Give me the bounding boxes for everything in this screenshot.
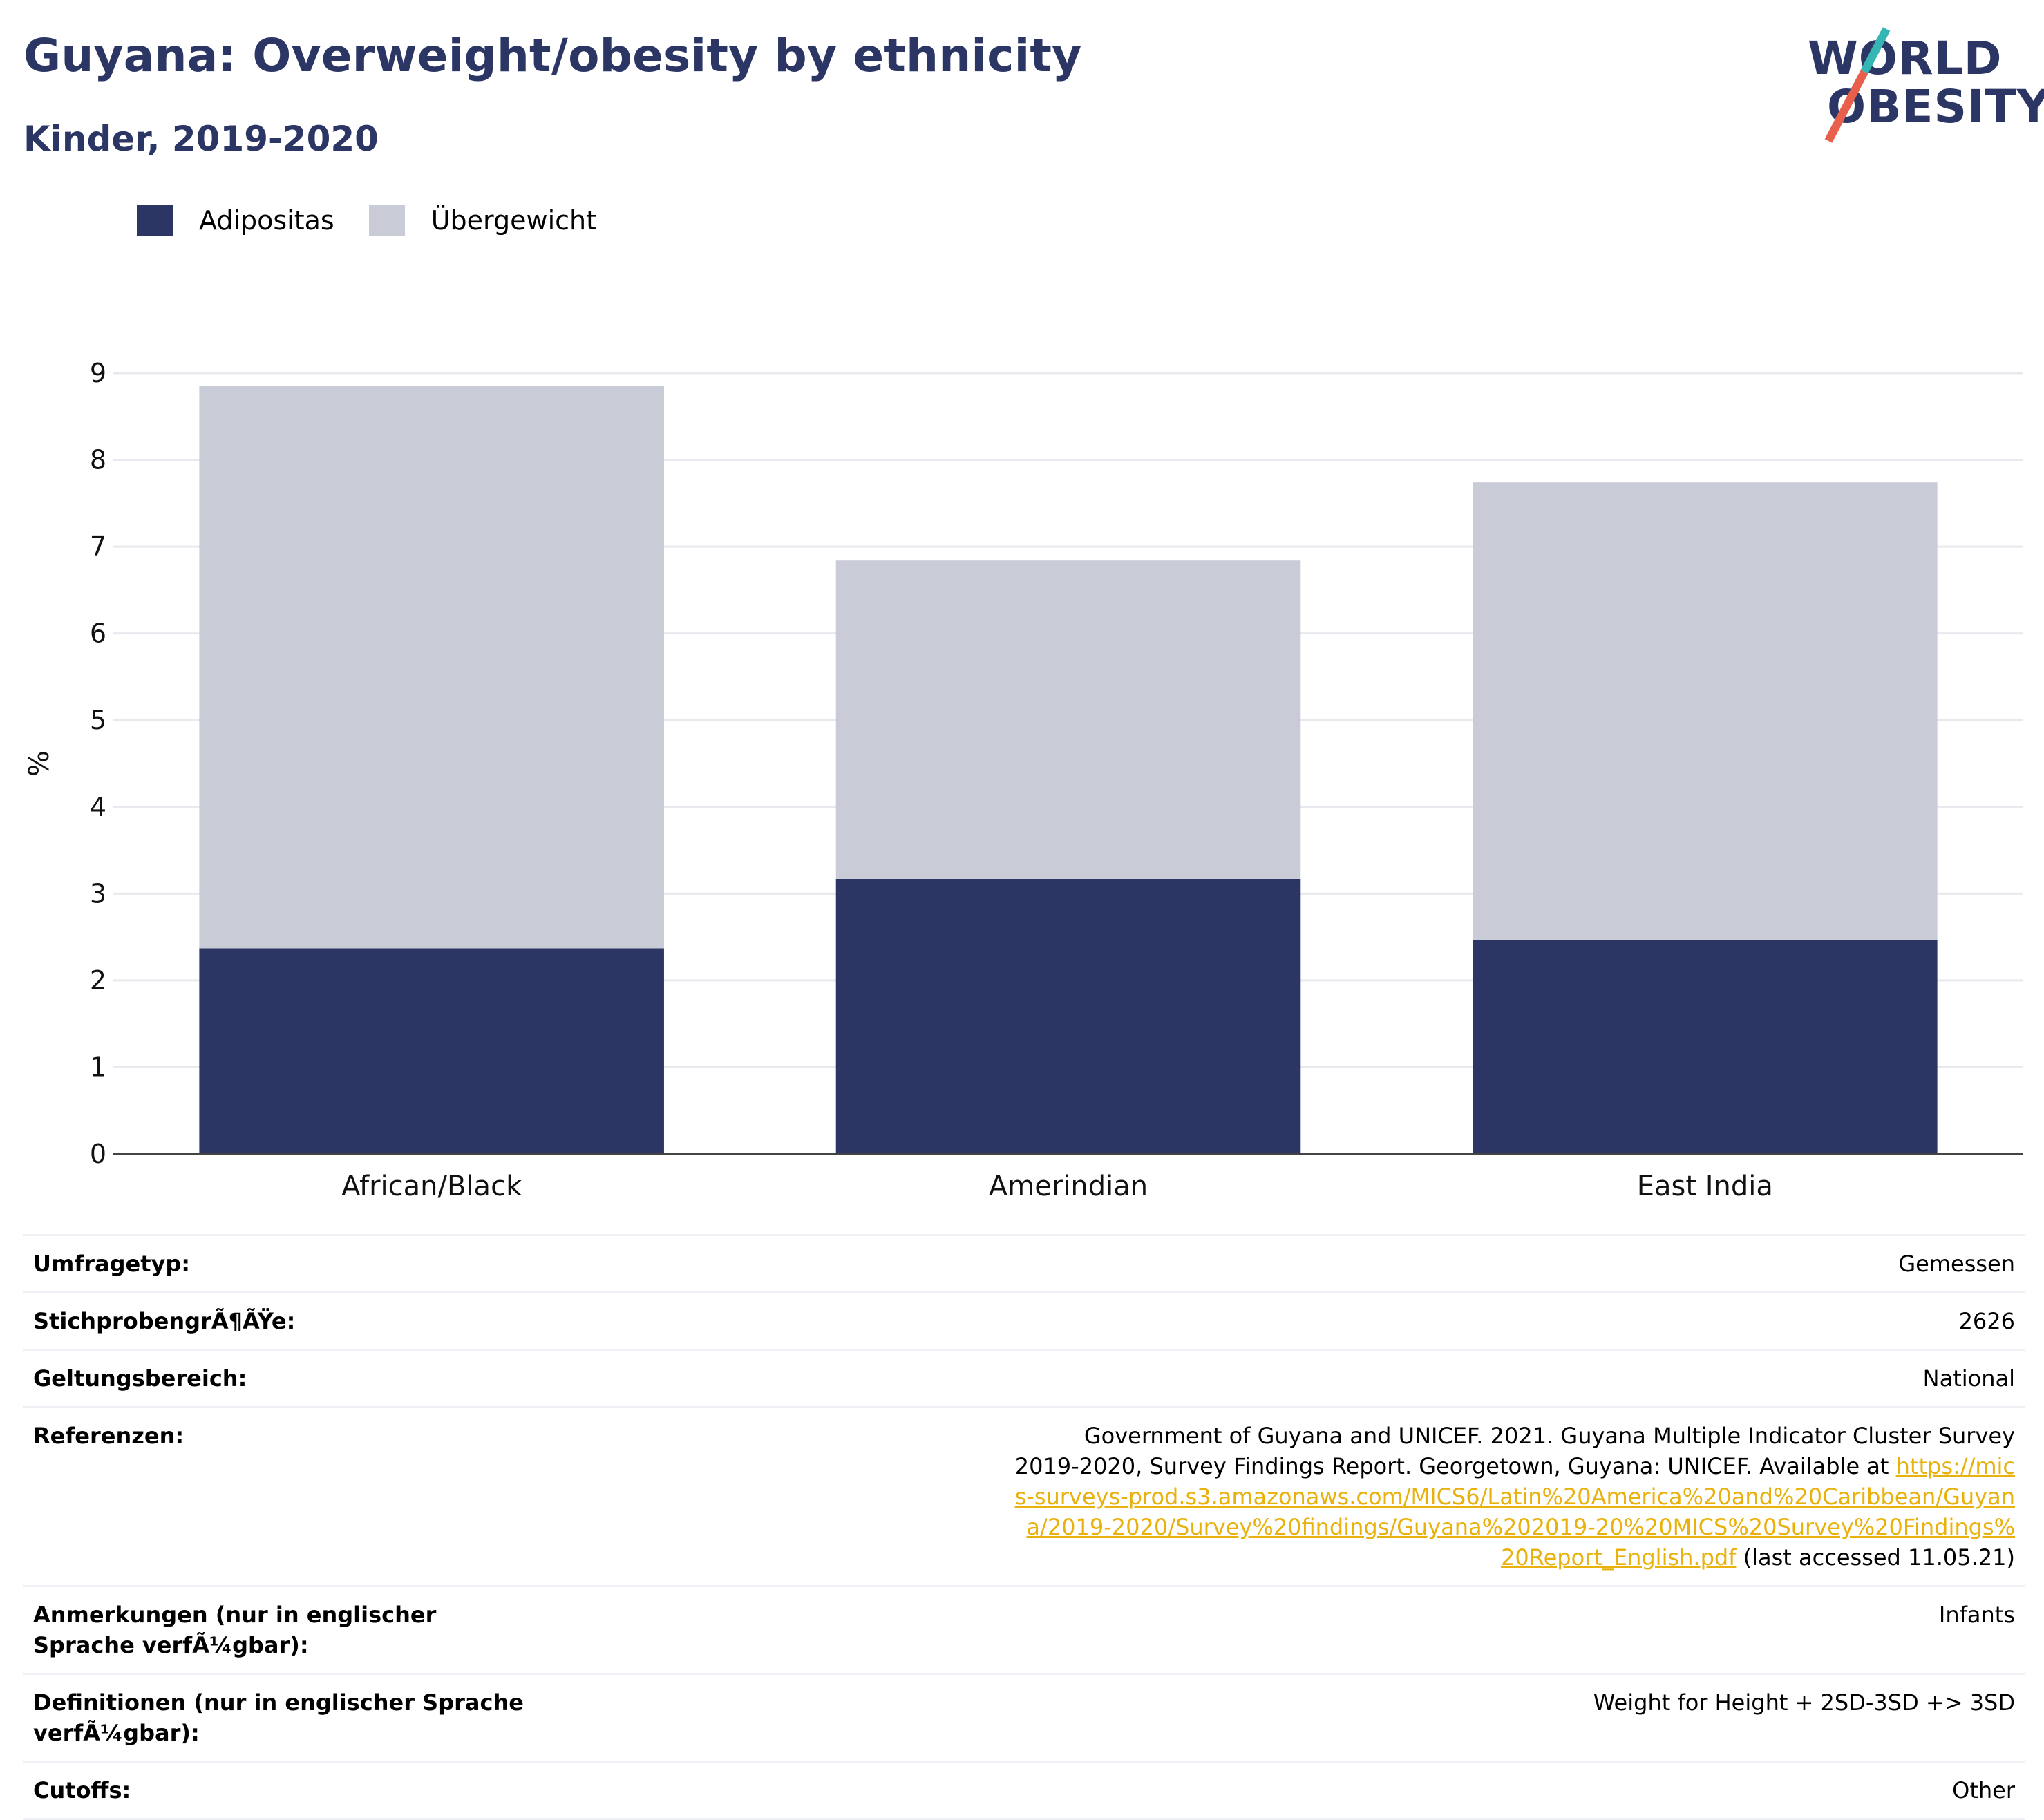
meta-row-sample-size: StichprobengrÃ¶ÃŸe: 2626 bbox=[23, 1291, 2025, 1349]
logo-slash-icon bbox=[1824, 27, 1891, 143]
meta-row-cutoffs: Cutoffs: Other bbox=[23, 1761, 2025, 1820]
meta-key: Referenzen: bbox=[33, 1423, 184, 1449]
meta-row-definitions: Definitionen (nur in englischer Sprache … bbox=[23, 1673, 2025, 1761]
bar-obesity bbox=[1473, 939, 1938, 1154]
reference-accessed: (last accessed 11.05.21) bbox=[1736, 1544, 2015, 1571]
meta-key: Geltungsbereich: bbox=[33, 1365, 247, 1392]
y-tick-label: 9 bbox=[90, 358, 106, 388]
meta-key: Umfragetyp: bbox=[33, 1251, 191, 1277]
logo-line-2: OBESITY bbox=[1827, 80, 2044, 133]
meta-value: Other bbox=[1952, 1777, 2015, 1803]
y-tick-label: 6 bbox=[90, 618, 106, 649]
x-tick-label: East India bbox=[1637, 1170, 1773, 1202]
y-tick-label: 1 bbox=[90, 1052, 106, 1082]
stacked-bar-chart: 0 1 2 3 4 5 6 7 8 9% African/Black Amerindian East I… bbox=[23, 358, 2023, 1202]
legend-label-obesity: Adipositas bbox=[199, 205, 334, 236]
y-tick-label: 2 bbox=[90, 965, 106, 996]
x-tick-label: African/Black bbox=[341, 1170, 522, 1202]
bar-overweight bbox=[835, 560, 1301, 879]
reference-text: Government of Guyana and UNICEF. 2021. G… bbox=[1014, 1423, 2015, 1479]
chart-legend: Adipositas Übergewicht bbox=[137, 205, 631, 236]
y-tick-label: 5 bbox=[90, 705, 106, 735]
meta-key: Cutoffs: bbox=[33, 1777, 131, 1803]
world-obesity-logo: WORLD OBESITY bbox=[1797, 19, 2044, 151]
legend-swatch-obesity bbox=[137, 205, 173, 236]
meta-row-coverage: Geltungsbereich: National bbox=[23, 1349, 2025, 1406]
y-tick-label: 7 bbox=[90, 531, 106, 562]
x-tick-label: Amerindian bbox=[989, 1170, 1148, 1202]
meta-row-notes: Anmerkungen (nur in englischer Sprache v… bbox=[23, 1585, 2025, 1673]
legend-swatch-overweight bbox=[368, 205, 405, 236]
y-tick-label: 8 bbox=[90, 445, 106, 475]
survey-metadata-table: Umfragetyp: Gemessen StichprobengrÃ¶ÃŸe:… bbox=[23, 1234, 2025, 1820]
chart-subtitle: Kinder, 2019-2020 bbox=[23, 119, 379, 159]
bar-obesity bbox=[835, 878, 1301, 1154]
legend-item-overweight[interactable]: Übergewicht bbox=[368, 205, 596, 236]
legend-item-obesity[interactable]: Adipositas bbox=[137, 205, 334, 236]
meta-value: Infants bbox=[1938, 1602, 2015, 1628]
meta-value: Weight for Height + 2SD-3SD +> 3SD bbox=[1593, 1689, 2015, 1716]
bar-obesity bbox=[199, 948, 664, 1154]
meta-value: National bbox=[1922, 1365, 2015, 1392]
legend-label-overweight: Übergewicht bbox=[430, 205, 596, 236]
bar-overweight bbox=[199, 386, 664, 949]
reference-link[interactable]: https://mics-surveys-prod.s3.amazonaws.c… bbox=[1014, 1453, 2015, 1571]
y-tick-label: 3 bbox=[90, 878, 106, 909]
chart-title: Guyana: Overweight/obesity by ethnicity bbox=[23, 29, 1082, 82]
meta-row-survey-type: Umfragetyp: Gemessen bbox=[23, 1234, 2025, 1291]
meta-key: Definitionen (nur in englischer Sprache … bbox=[33, 1689, 524, 1746]
meta-key: StichprobengrÃ¶ÃŸe: bbox=[33, 1308, 296, 1334]
meta-key: Anmerkungen (nur in englischer Sprache v… bbox=[33, 1602, 437, 1658]
bar-overweight bbox=[1473, 482, 1938, 940]
y-axis-label: % bbox=[23, 750, 55, 777]
meta-row-references: Referenzen: Government of Guyana and UNI… bbox=[23, 1406, 2025, 1585]
y-tick-label: 0 bbox=[90, 1139, 106, 1169]
y-tick-label: 4 bbox=[90, 792, 106, 822]
meta-value: Government of Guyana and UNICEF. 2021. G… bbox=[531, 1421, 2015, 1573]
meta-value: Gemessen bbox=[1898, 1251, 2015, 1277]
logo-line-1: WORLD bbox=[1808, 32, 2003, 85]
meta-value: 2626 bbox=[1958, 1308, 2015, 1334]
